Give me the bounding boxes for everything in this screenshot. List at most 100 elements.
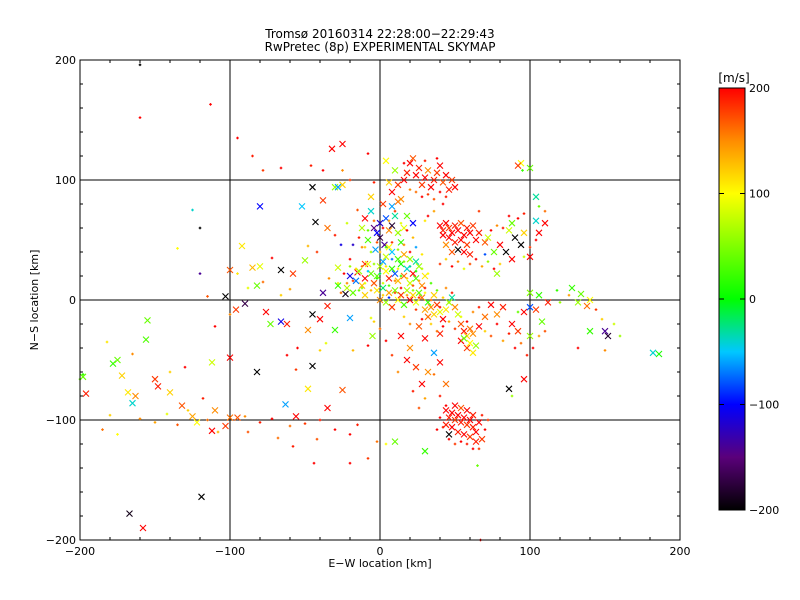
data-point [601,327,609,335]
data-point [612,322,616,326]
data-point [655,350,663,358]
data-point [451,222,459,229]
data-point [348,461,352,465]
data-point [208,427,216,435]
data-point [369,289,373,292]
data-point [415,164,423,172]
data-point [388,303,396,311]
data-point [507,332,511,335]
data-point [153,421,157,424]
data-point [538,318,546,325]
data-point [346,314,354,322]
data-point [451,416,459,424]
data-point [415,289,423,297]
data-point [432,373,436,376]
data-point [405,293,409,297]
data-point [348,178,352,182]
data-point [400,301,408,309]
data-point [378,272,382,275]
data-point [198,272,202,275]
data-point [532,217,540,225]
data-point [376,219,384,227]
data-point [448,176,456,184]
data-point [81,373,85,376]
data-point [498,262,502,266]
data-point [448,248,456,256]
data-point [253,368,261,376]
data-point [441,202,445,206]
data-point [460,414,468,421]
data-point [459,315,463,319]
data-point [423,397,427,400]
data-point [420,317,424,321]
data-point [430,176,438,184]
y-tick-label: 0 [69,294,76,307]
data-point [361,275,369,282]
data-point [394,296,402,304]
data-point [429,281,433,285]
data-point [420,253,424,256]
data-point [348,265,352,268]
data-point [405,277,409,280]
data-point [387,284,391,287]
data-point [469,349,477,357]
data-point [469,330,477,337]
data-point [375,241,379,244]
data-point [543,329,547,333]
data-point [304,326,312,334]
data-point [318,418,322,422]
data-point [577,290,585,298]
data-point [339,181,346,189]
data-point [309,183,316,191]
data-point [466,339,474,347]
data-point [474,257,478,261]
data-point [471,310,475,314]
data-point [493,311,501,318]
data-point [342,272,346,275]
data-point [324,404,331,412]
data-point [316,315,324,323]
data-point [486,260,490,263]
data-point [457,219,465,227]
data-point [408,250,412,254]
data-point [421,174,429,181]
data-point [312,461,316,465]
data-point [445,431,453,438]
data-point [495,322,499,326]
data-point [411,289,415,292]
chart-title: Tromsø 20160314 22:28:00−22:29:43 [264,27,494,41]
data-point [411,284,415,287]
data-point [334,183,342,191]
data-point [427,183,435,191]
data-point [402,260,406,263]
data-point [388,222,396,229]
data-point [444,257,448,261]
data-point [408,322,412,326]
data-point [463,407,471,414]
data-point [391,167,399,174]
data-point [372,181,376,184]
data-point [403,287,411,294]
y-tick-label: −100 [46,414,76,427]
data-point [447,320,451,323]
data-point [246,430,250,434]
data-point [450,291,454,295]
data-point [276,436,280,440]
data-point [457,404,465,412]
data-point [366,457,370,460]
data-point [463,241,471,249]
data-point [457,320,465,328]
data-point [421,335,429,342]
data-point [477,209,481,213]
data-point [391,438,399,445]
data-point [493,270,501,277]
data-point [360,286,364,290]
data-point [118,372,126,379]
data-point [480,265,484,268]
data-point [442,219,450,227]
data-point [442,241,450,249]
data-point [406,159,414,167]
data-point [309,164,313,167]
data-point [469,222,477,229]
